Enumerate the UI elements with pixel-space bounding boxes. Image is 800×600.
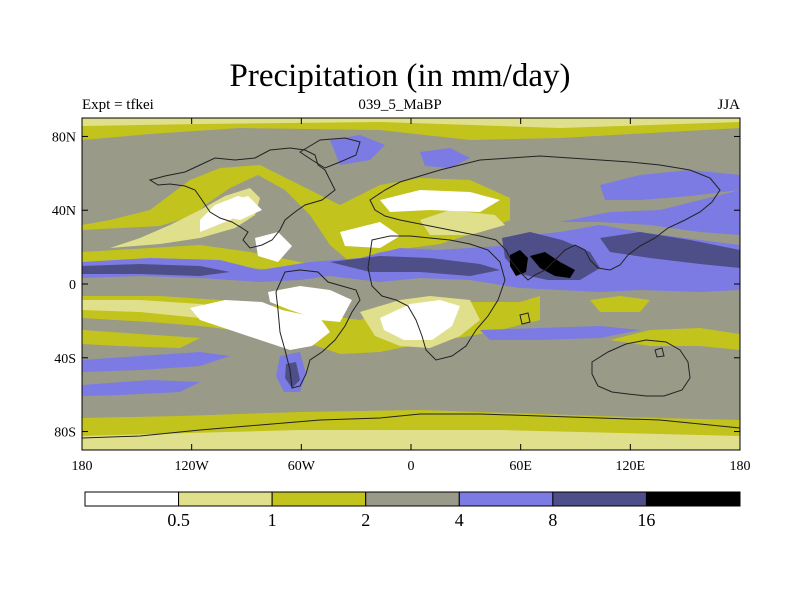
lat-tick-label: 80S — [54, 426, 76, 441]
lat-tick-label: 40S — [54, 352, 76, 367]
lon-tick-label: 0 — [408, 459, 415, 474]
lat-tick-label: 40N — [52, 204, 76, 219]
period-label: 039_5_MaBP — [358, 97, 442, 113]
colorbar-swatch — [458, 491, 554, 507]
lon-tick-label: 180 — [72, 459, 93, 474]
precipitation-field — [82, 118, 740, 450]
longitude-axis: 180 120W 60W 0 60E 120E 180 — [72, 118, 751, 474]
map-title: Precipitation (in mm/day) — [229, 58, 571, 94]
experiment-label: Expt = tfkei — [82, 97, 154, 113]
coastlines — [82, 137, 740, 439]
lon-tick-label: 60W — [288, 459, 316, 474]
colorbar-swatch — [645, 491, 741, 507]
lon-tick-label: 120W — [175, 459, 210, 474]
colorbar-swatch — [365, 491, 460, 507]
colorbar-label: 16 — [637, 510, 655, 530]
lat-tick-label: 80N — [52, 130, 76, 145]
colorbar-label: 0.5 — [167, 510, 190, 530]
colorbar-label: 4 — [455, 510, 464, 530]
lon-tick-label: 180 — [730, 459, 751, 474]
lat-tick-label: 0 — [69, 278, 76, 293]
latitude-axis: 80N 40N 0 40S 80S — [52, 130, 740, 441]
colorbar-swatch — [552, 491, 647, 507]
colorbar: 0.5 1 2 4 8 16 — [84, 491, 741, 530]
colorbar-swatch — [84, 491, 180, 507]
lon-tick-label: 120E — [616, 459, 646, 474]
colorbar-label: 1 — [268, 510, 277, 530]
colorbar-label: 2 — [361, 510, 370, 530]
colorbar-label: 8 — [548, 510, 557, 530]
season-label: JJA — [717, 97, 740, 113]
lon-tick-label: 60E — [509, 459, 532, 474]
colorbar-swatch — [271, 491, 367, 507]
colorbar-swatch — [178, 491, 273, 507]
